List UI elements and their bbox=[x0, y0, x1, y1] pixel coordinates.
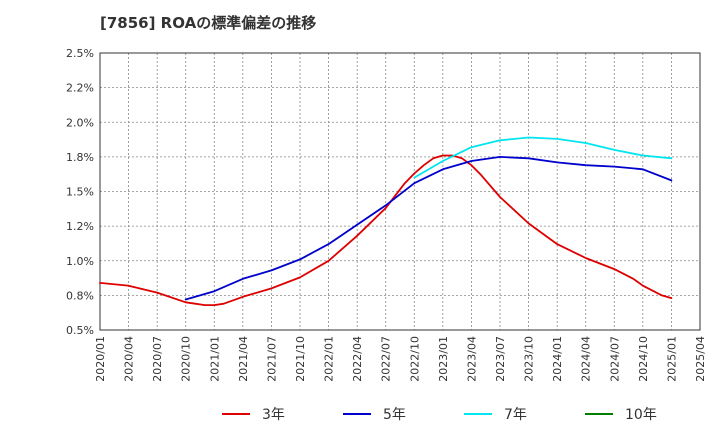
x-tick-label: 2022/04 bbox=[351, 336, 364, 382]
legend-label-3: 10年 bbox=[625, 407, 657, 423]
x-tick-label: 2023/04 bbox=[465, 336, 478, 382]
x-tick-label: 2022/10 bbox=[408, 336, 421, 382]
series-line-2 bbox=[413, 136, 673, 179]
y-tick-label: 2.0% bbox=[66, 116, 94, 129]
plot-area bbox=[99, 52, 701, 331]
x-tick-label: 2020/07 bbox=[151, 336, 164, 382]
x-tick-label: 2024/10 bbox=[637, 336, 650, 382]
x-tick-label: 2020/10 bbox=[180, 336, 193, 382]
legend-label-0: 3年 bbox=[262, 407, 285, 423]
x-tick-label: 2020/01 bbox=[94, 336, 107, 382]
x-tick-label: 2023/07 bbox=[494, 336, 507, 382]
y-tick-label: 2.2% bbox=[66, 82, 94, 95]
x-tick-label: 2023/01 bbox=[437, 336, 450, 382]
series-line-1 bbox=[184, 155, 673, 301]
y-tick-label: 1.8% bbox=[66, 151, 94, 164]
y-tick-label: 0.8% bbox=[66, 289, 94, 302]
x-tick-label: 2024/04 bbox=[580, 336, 593, 382]
x-tick-label: 2024/01 bbox=[551, 336, 564, 382]
x-tick-label: 2021/04 bbox=[237, 336, 250, 382]
x-tick-label: 2023/10 bbox=[523, 336, 536, 382]
chart-title: [7856] ROAの標準偏差の推移 bbox=[100, 14, 317, 32]
series-line-0 bbox=[99, 154, 673, 307]
x-tick-label: 2024/07 bbox=[608, 336, 621, 382]
x-tick-label: 2025/04 bbox=[694, 336, 707, 382]
y-tick-label: 1.2% bbox=[66, 220, 94, 233]
x-tick-label: 2020/04 bbox=[123, 336, 136, 382]
y-tick-label: 1.5% bbox=[66, 186, 94, 199]
x-tick-label: 2021/07 bbox=[265, 336, 278, 382]
x-tick-label: 2021/10 bbox=[294, 336, 307, 382]
legend-label-2: 7年 bbox=[504, 407, 527, 423]
x-tick-label: 2021/01 bbox=[208, 336, 221, 382]
y-tick-label: 0.5% bbox=[66, 324, 94, 337]
x-tick-label: 2022/01 bbox=[323, 336, 336, 382]
y-tick-label: 1.0% bbox=[66, 255, 94, 268]
legend-label-1: 5年 bbox=[383, 407, 406, 423]
x-tick-label: 2025/01 bbox=[665, 336, 678, 382]
x-tick-label: 2022/07 bbox=[380, 336, 393, 382]
y-tick-label: 2.5% bbox=[66, 47, 94, 60]
